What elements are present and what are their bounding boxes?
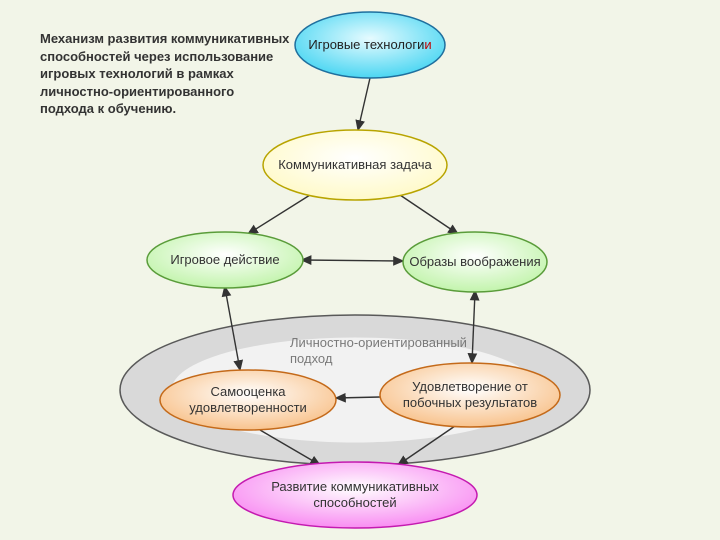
edge-n6-n5 <box>336 397 380 398</box>
edge-n1-n2 <box>358 78 370 130</box>
node-n5 <box>160 370 336 430</box>
edge-n3-n4 <box>303 260 403 261</box>
node-n2 <box>263 130 447 200</box>
node-n1 <box>295 12 445 78</box>
diagram-caption: Механизм развития коммуникативных способ… <box>40 30 290 118</box>
node-n7 <box>233 462 477 528</box>
node-n4 <box>403 232 547 292</box>
node-n3 <box>147 232 303 288</box>
edge-n2-n4 <box>400 195 458 234</box>
edge-n2-n3 <box>248 195 310 234</box>
node-n6 <box>380 363 560 427</box>
